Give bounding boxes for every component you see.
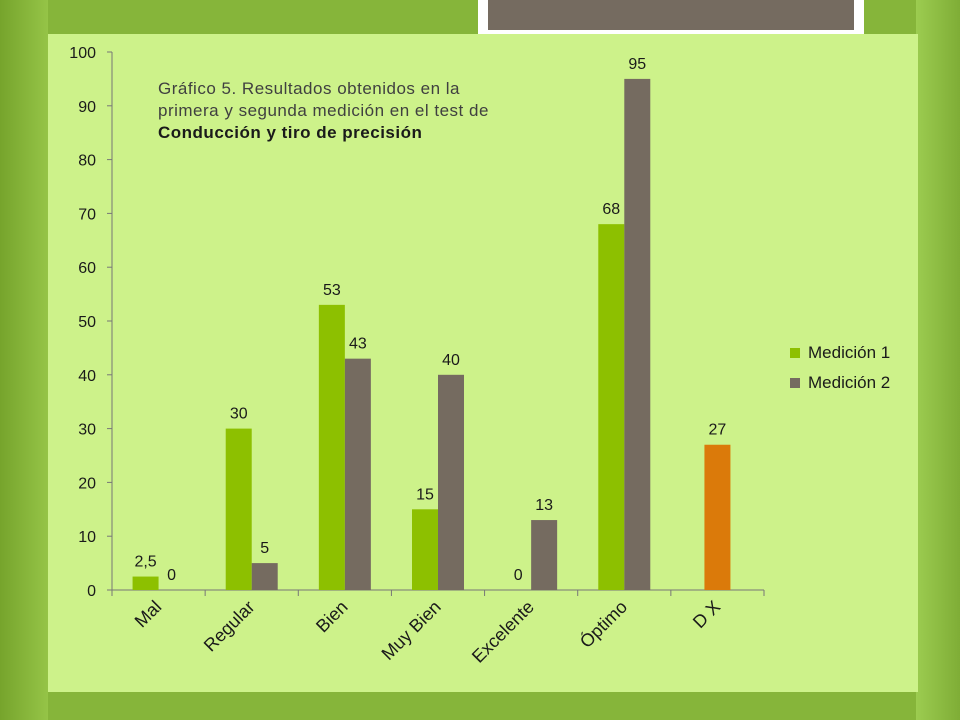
legend-label-series-2: Medición 2	[808, 373, 891, 392]
legend-swatch-series-2	[790, 378, 800, 388]
legend-item-series-1: Medición 1	[790, 338, 890, 368]
data-label: 0	[514, 567, 523, 584]
x-category-label: Excelente	[468, 597, 538, 667]
data-label: 27	[709, 422, 727, 439]
x-category-label: Regular	[200, 597, 259, 656]
data-label: 40	[442, 352, 460, 369]
y-tick-label: 30	[78, 422, 96, 439]
y-tick-label: 0	[87, 583, 96, 600]
x-category-label: Óptimo	[575, 596, 631, 652]
bar-1	[704, 444, 731, 590]
y-tick-label: 80	[78, 153, 96, 170]
bar-1	[132, 576, 159, 590]
data-label: 53	[323, 282, 341, 299]
data-label: 13	[535, 497, 553, 514]
bar-1	[598, 224, 625, 590]
data-label: 43	[349, 336, 367, 353]
bar-1	[412, 509, 438, 590]
bar-1	[225, 428, 252, 590]
chart-legend: Medición 1 Medición 2	[790, 338, 890, 398]
chart-title: Gráfico 5. Resultados obtenidos en la pr…	[158, 78, 598, 144]
data-label: 30	[230, 406, 248, 423]
bar-1	[318, 304, 345, 590]
y-tick-label: 20	[78, 475, 96, 492]
background-left-panel	[0, 0, 48, 720]
x-category-label: Mal	[131, 597, 166, 632]
top-decorative-box-inner	[488, 0, 854, 30]
x-category-label: D X	[689, 597, 724, 632]
bar-2	[344, 358, 371, 590]
x-category-label: Muy Bien	[378, 597, 445, 664]
legend-item-series-2: Medición 2	[790, 368, 890, 398]
y-tick-label: 100	[69, 45, 96, 62]
chart-panel	[48, 34, 918, 692]
bar-2	[438, 374, 464, 590]
y-tick-label: 90	[78, 99, 96, 116]
data-label: 95	[628, 56, 646, 73]
y-tick-label: 50	[78, 314, 96, 331]
chart-title-line-2: primera y segunda medición en el test de	[158, 101, 489, 120]
y-tick-label: 60	[78, 260, 96, 277]
data-label: 5	[260, 540, 269, 557]
data-label: 68	[602, 201, 620, 218]
bar-2	[251, 563, 278, 590]
y-tick-label: 40	[78, 368, 96, 385]
legend-swatch-series-1	[790, 348, 800, 358]
bar-2	[624, 78, 651, 591]
chart-title-line-1: Gráfico 5. Resultados obtenidos en la	[158, 79, 461, 98]
data-label: 0	[167, 567, 176, 584]
x-category-label: Bien	[312, 597, 352, 637]
y-tick-label: 70	[78, 206, 96, 223]
bar-2	[531, 520, 558, 590]
data-label: 15	[416, 486, 434, 503]
legend-label-series-1: Medición 1	[808, 343, 891, 362]
chart-title-line-3: Conducción y tiro de precisión	[158, 123, 423, 142]
data-label: 2,5	[134, 554, 156, 571]
background-right-panel	[916, 0, 960, 720]
y-tick-label: 10	[78, 529, 96, 546]
